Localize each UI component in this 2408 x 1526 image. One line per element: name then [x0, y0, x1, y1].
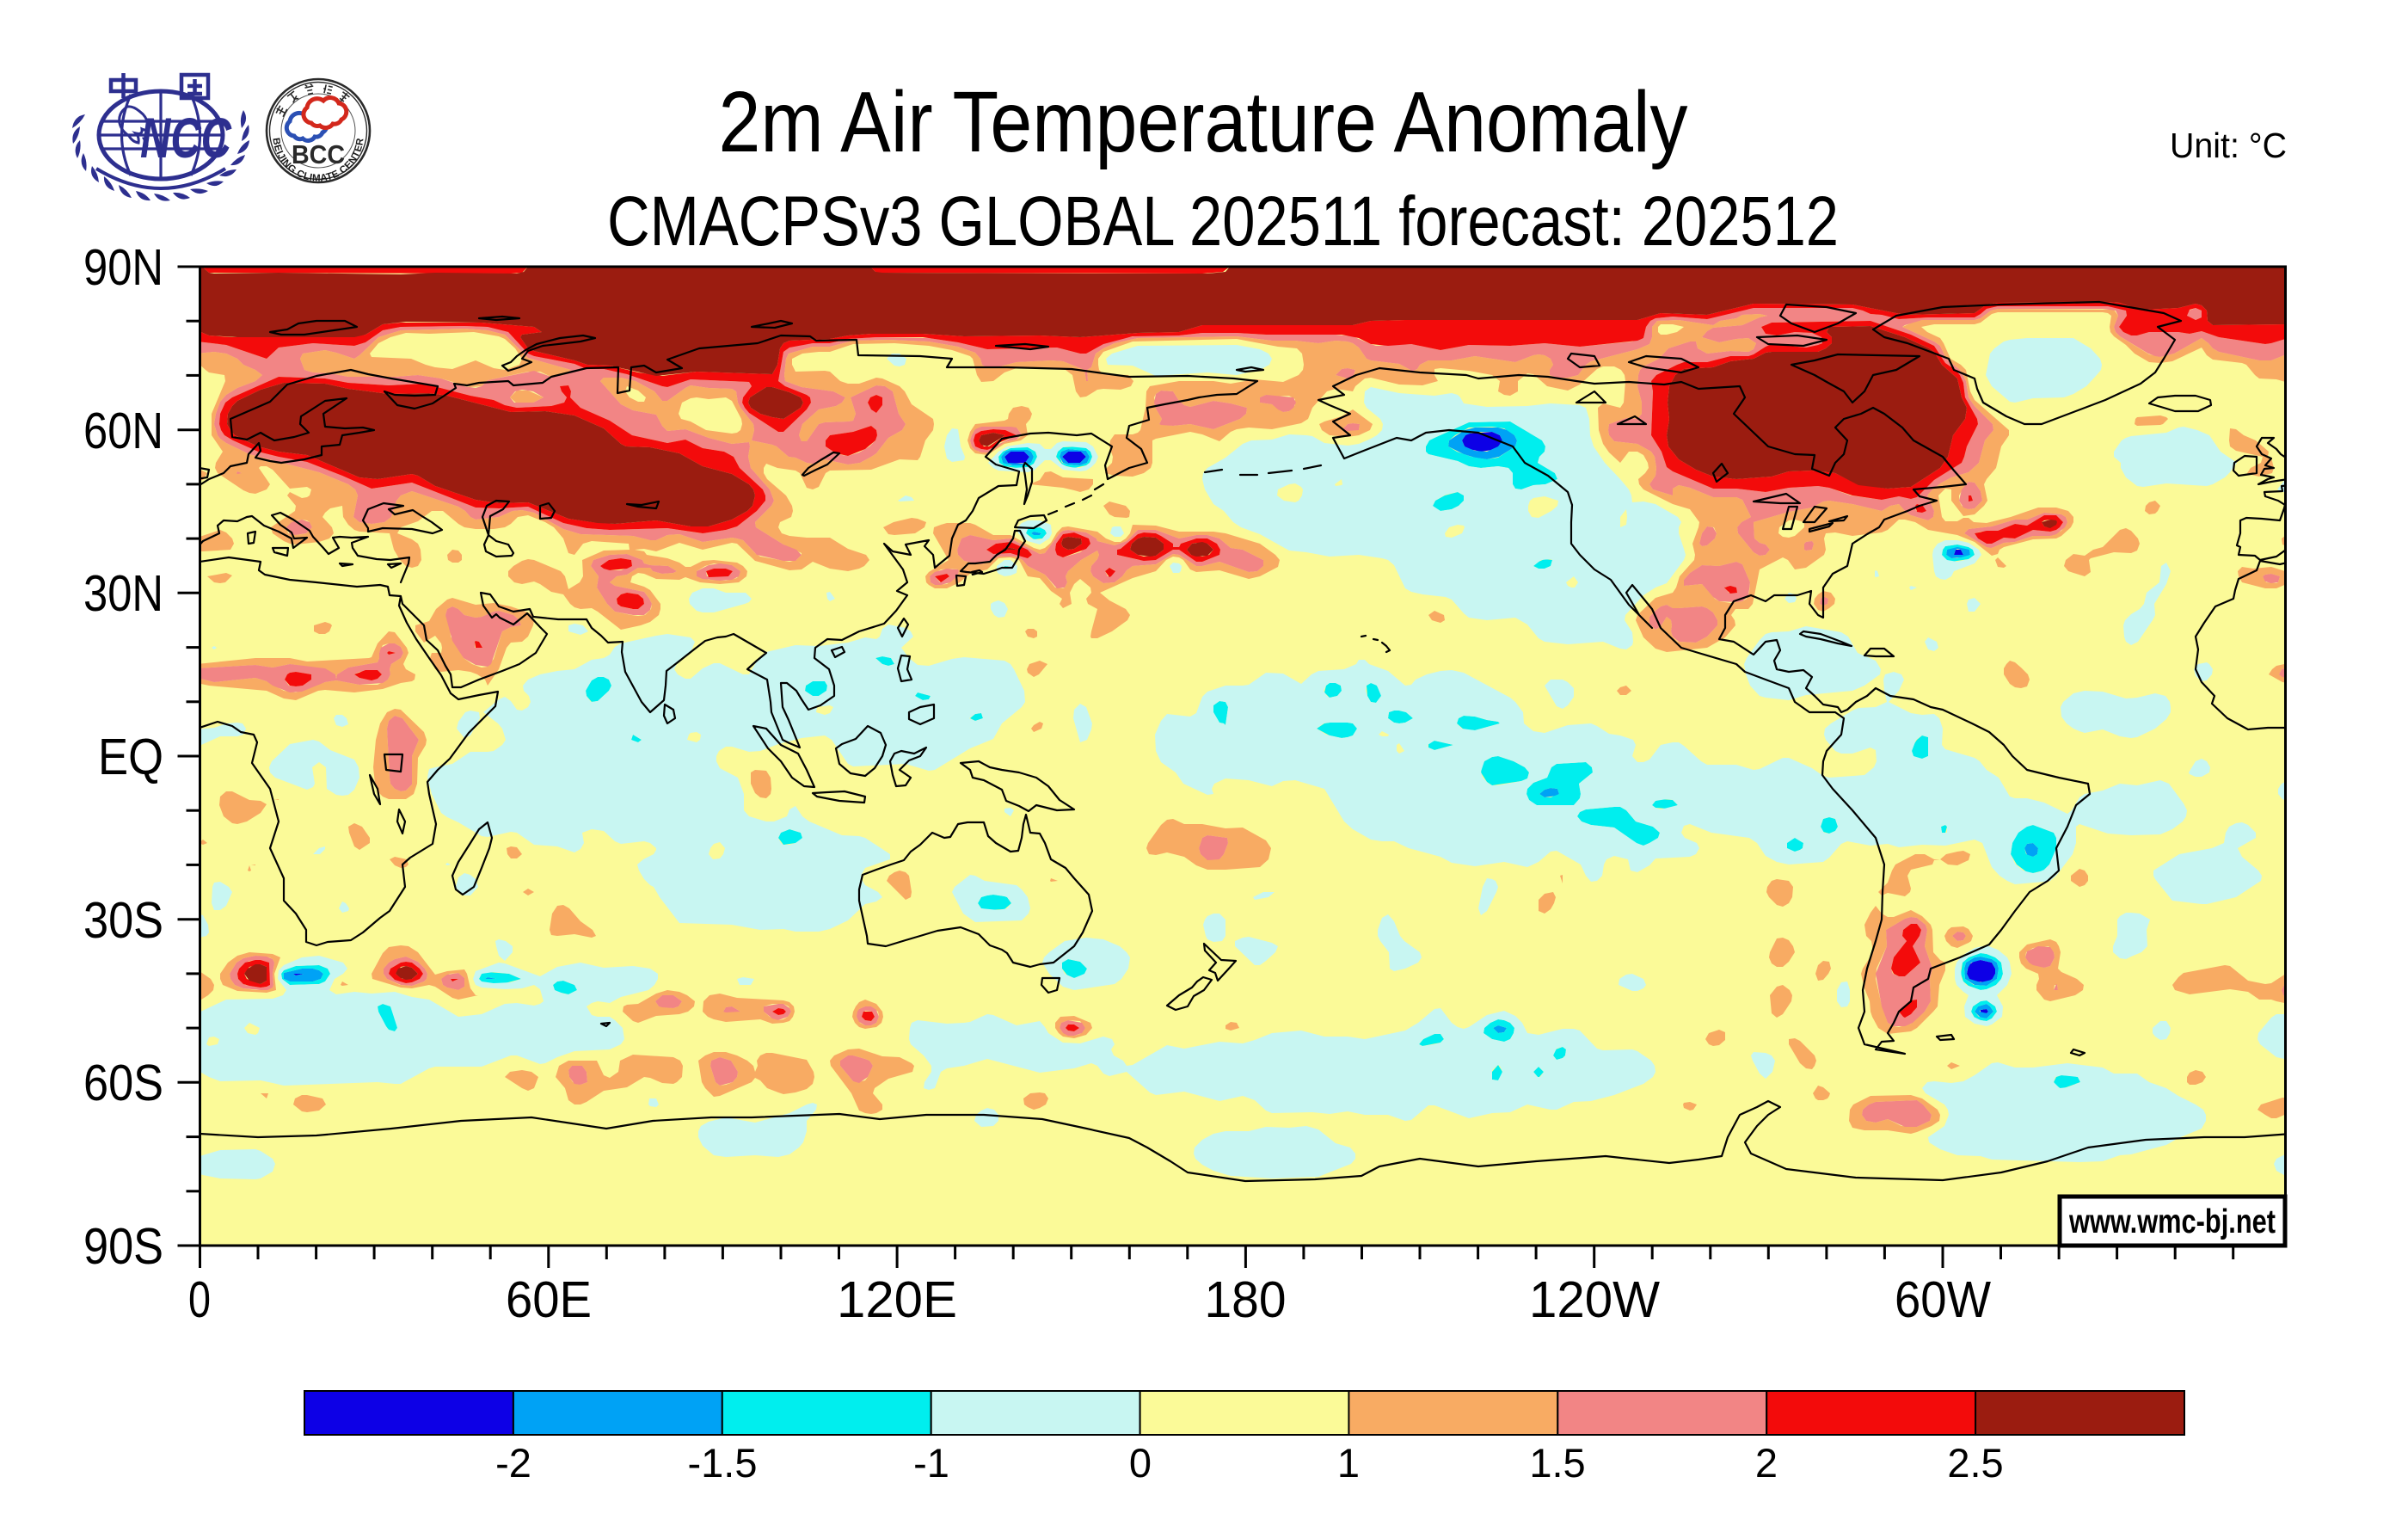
svg-text:180: 180: [1205, 1271, 1287, 1328]
svg-text:2.5: 2.5: [1947, 1440, 2003, 1486]
svg-text:90N: 90N: [83, 239, 163, 296]
svg-text:30N: 30N: [83, 565, 163, 622]
svg-text:60E: 60E: [506, 1271, 592, 1328]
svg-text:1.5: 1.5: [1529, 1440, 1585, 1486]
svg-text:www.wmc-bj.net: www.wmc-bj.net: [2068, 1203, 2276, 1240]
svg-text:-1.5: -1.5: [688, 1440, 758, 1486]
svg-text:90S: 90S: [83, 1218, 163, 1275]
svg-text:60N: 60N: [83, 403, 163, 459]
svg-text:30S: 30S: [83, 892, 163, 949]
svg-text:2: 2: [1755, 1440, 1778, 1486]
svg-text:NCC: NCC: [140, 106, 232, 169]
svg-text:-2: -2: [495, 1440, 531, 1486]
svg-text:1: 1: [1337, 1440, 1360, 1486]
svg-text:60S: 60S: [83, 1055, 163, 1111]
svg-text:60W: 60W: [1895, 1271, 1991, 1328]
svg-text:0: 0: [1129, 1440, 1152, 1486]
svg-text:120E: 120E: [837, 1271, 957, 1328]
svg-text:2m Air Temperature Anomaly: 2m Air Temperature Anomaly: [719, 74, 1688, 170]
svg-text:-1: -1: [913, 1440, 949, 1486]
svg-text:CMACPSv3 GLOBAL 202511 forecas: CMACPSv3 GLOBAL 202511 forecast: 202512: [607, 182, 1839, 261]
svg-text:BCC: BCC: [292, 139, 345, 169]
svg-text:120W: 120W: [1529, 1271, 1660, 1328]
svg-text:Unit: °C: Unit: °C: [2170, 126, 2287, 165]
svg-text:0: 0: [188, 1271, 211, 1328]
svg-text:EQ: EQ: [98, 729, 163, 785]
